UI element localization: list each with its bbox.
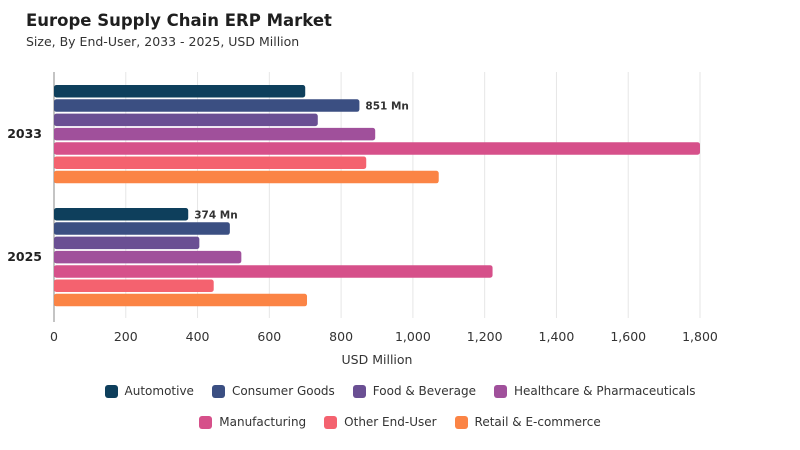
bar bbox=[54, 279, 214, 292]
legend-item: Manufacturing bbox=[199, 415, 306, 429]
legend-swatch bbox=[211, 384, 225, 398]
legend-label: Healthcare & Pharmaceuticals bbox=[513, 384, 696, 398]
legend-label: Manufacturing bbox=[219, 415, 307, 429]
legend-swatch bbox=[199, 415, 213, 429]
legend-swatch bbox=[352, 384, 366, 398]
x-tick-label: 1,400 bbox=[539, 329, 575, 344]
x-tick-label: 800 bbox=[329, 329, 353, 344]
x-tick-label: 200 bbox=[114, 329, 138, 344]
legend-swatch bbox=[493, 384, 507, 398]
legend-swatch bbox=[104, 384, 118, 398]
bar bbox=[54, 142, 700, 155]
category-label: 2033 bbox=[7, 126, 42, 141]
bar bbox=[54, 99, 360, 112]
bar bbox=[54, 265, 493, 278]
legend-label: Consumer Goods bbox=[231, 384, 335, 398]
bar bbox=[54, 113, 318, 127]
chart-title: Europe Supply Chain ERP Market bbox=[26, 11, 332, 30]
x-tick-label: 1,800 bbox=[682, 329, 718, 344]
legend-label: Other End-User bbox=[344, 415, 437, 429]
bar bbox=[54, 250, 242, 264]
x-tick-label: 400 bbox=[186, 329, 210, 344]
bar bbox=[54, 170, 439, 184]
legend-item: Consumer Goods bbox=[211, 384, 335, 398]
data-label: 374 Mn bbox=[194, 209, 238, 221]
legend-item: Automotive bbox=[104, 384, 194, 398]
x-tick-label: 1,000 bbox=[395, 329, 431, 344]
x-axis-label: USD Million bbox=[342, 352, 413, 367]
x-tick-label: 1,600 bbox=[610, 329, 646, 344]
bar bbox=[54, 208, 189, 221]
x-tick-label: 1,200 bbox=[467, 329, 503, 344]
legend-item: Retail & E-commerce bbox=[454, 415, 601, 429]
legend-item: Other End-User bbox=[324, 415, 437, 429]
bar bbox=[54, 222, 230, 235]
x-tick-label: 600 bbox=[257, 329, 281, 344]
bar bbox=[54, 156, 367, 169]
legend-row-2: Manufacturing Other End-User Retail & E-co… bbox=[0, 415, 800, 429]
legend-label: Automotive bbox=[124, 384, 194, 398]
bar bbox=[54, 293, 308, 307]
bar bbox=[54, 85, 306, 98]
legend-label: Retail & E-commerce bbox=[474, 415, 601, 429]
legend-item: Food & Beverage bbox=[352, 384, 476, 398]
category-label: 2025 bbox=[7, 249, 42, 264]
x-tick-label: 0 bbox=[50, 329, 58, 344]
legend-swatch bbox=[454, 415, 468, 429]
bar bbox=[54, 127, 376, 141]
chart-subtitle: Size, By End-User, 2033 - 2025, USD Mill… bbox=[26, 34, 300, 49]
bar bbox=[54, 236, 200, 250]
legend-label: Food & Beverage bbox=[372, 384, 476, 398]
legend-row-1: Automotive Consumer Goods Food & Beverage H… bbox=[0, 384, 800, 398]
legend-item: Healthcare & Pharmaceuticals bbox=[493, 384, 696, 398]
data-label: 851 Mn bbox=[365, 101, 409, 113]
legend-swatch bbox=[324, 415, 338, 429]
